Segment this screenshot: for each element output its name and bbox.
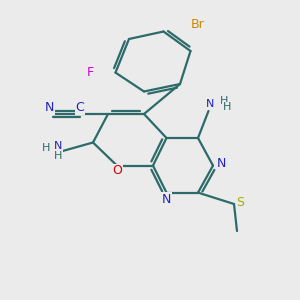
Text: H: H (54, 151, 63, 161)
Text: S: S (237, 196, 244, 209)
Text: Br: Br (191, 17, 205, 31)
Text: N: N (54, 141, 63, 152)
Text: N: N (217, 157, 226, 170)
Text: H: H (223, 102, 231, 112)
Text: C: C (76, 101, 85, 114)
Text: H: H (42, 142, 50, 153)
Text: N: N (206, 99, 214, 110)
Text: H: H (220, 96, 228, 106)
Text: O: O (112, 164, 122, 178)
Text: F: F (86, 66, 94, 79)
Text: N: N (45, 101, 54, 114)
Text: N: N (162, 193, 171, 206)
